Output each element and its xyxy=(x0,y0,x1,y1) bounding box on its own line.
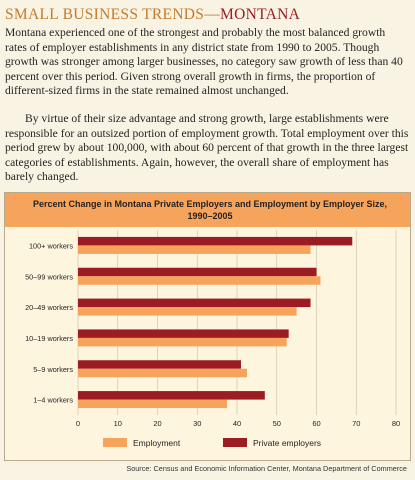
bar xyxy=(78,337,287,347)
x-tick-label: 30 xyxy=(193,419,201,428)
bar-chart: Percent Change in Montana Private Employ… xyxy=(5,193,410,448)
legend-label: Private employers xyxy=(253,438,321,448)
legend-swatch xyxy=(103,438,127,447)
bar xyxy=(78,329,289,338)
category-label: 1–4 workers xyxy=(33,396,73,405)
bar xyxy=(78,298,311,308)
article-paragraph-2: By virtue of their size advantage and st… xyxy=(5,112,409,184)
x-tick-labels: 0 10 20 30 40 50 60 70 80 xyxy=(76,419,400,428)
category-label: 20–49 workers xyxy=(25,303,73,312)
bar xyxy=(78,245,311,254)
category-label: 100+ workers xyxy=(29,241,73,250)
heading-prefix: SMALL BUSINESS TRENDS— xyxy=(5,6,221,23)
grid-lines xyxy=(77,230,397,415)
x-tick-label: 50 xyxy=(273,419,281,428)
chart-title-band xyxy=(5,193,410,227)
article-paragraph-1: Montana experienced one of the strongest… xyxy=(5,26,403,98)
x-tick-label: 0 xyxy=(76,419,80,428)
x-tick-label: 70 xyxy=(352,419,360,428)
category-label: 5–9 workers xyxy=(33,365,73,374)
legend-label: Employment xyxy=(133,438,181,448)
bar xyxy=(78,307,297,316)
bar xyxy=(78,399,228,409)
x-tick-label: 40 xyxy=(233,419,241,428)
bar xyxy=(78,236,353,246)
heading-state: MONTANA xyxy=(220,6,301,23)
bar xyxy=(78,360,241,369)
bars xyxy=(78,236,353,409)
x-tick-label: 20 xyxy=(153,419,161,428)
source-note: Source: Census and Economic Information … xyxy=(126,464,407,473)
bar xyxy=(78,276,321,285)
category-label: 10–19 workers xyxy=(25,334,73,343)
article-heading: SMALL BUSINESS TRENDS—MONTANA xyxy=(5,6,300,24)
x-tick-label: 60 xyxy=(312,419,320,428)
legend: Employment Private employers xyxy=(103,438,321,448)
legend-swatch xyxy=(223,438,247,447)
bar xyxy=(78,368,247,378)
x-tick-label: 80 xyxy=(392,419,400,428)
category-labels: 100+ workers 50–99 workers 20–49 workers 10… xyxy=(25,241,73,404)
chart-title-line-1: Percent Change in Montana Private Employ… xyxy=(33,199,387,209)
chart-panel: Percent Change in Montana Private Employ… xyxy=(4,192,411,461)
x-tick-label: 10 xyxy=(114,419,122,428)
category-label: 50–99 workers xyxy=(25,272,73,281)
chart-title-line-2: 1990–2005 xyxy=(187,211,232,221)
bar xyxy=(78,391,265,400)
bar xyxy=(78,267,317,277)
